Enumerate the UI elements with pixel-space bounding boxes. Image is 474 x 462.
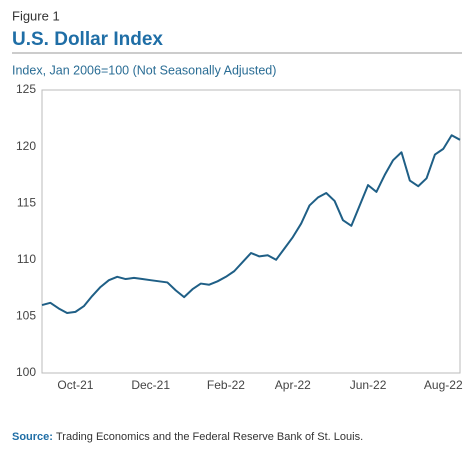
y-tick-label: 120 bbox=[16, 139, 36, 153]
source-label: Source: bbox=[12, 431, 53, 443]
x-tick-label: Feb-22 bbox=[207, 378, 245, 392]
y-tick-label: 105 bbox=[16, 309, 36, 323]
plot-frame bbox=[41, 89, 461, 374]
x-tick-label: Oct-21 bbox=[57, 378, 93, 392]
y-tick-label: 125 bbox=[16, 82, 36, 96]
series-line bbox=[41, 134, 461, 314]
x-tick-label: Apr-22 bbox=[275, 378, 311, 392]
y-tick-label: 100 bbox=[16, 365, 36, 379]
y-tick-label: 115 bbox=[17, 195, 36, 209]
x-tick-label: Aug-22 bbox=[424, 378, 463, 392]
chart-title: U.S. Dollar Index bbox=[12, 29, 163, 50]
y-tick-label: 110 bbox=[17, 252, 36, 266]
chart-subtitle: Index, Jan 2006=100 (Not Seasonally Adju… bbox=[12, 63, 276, 77]
figure-label: Figure 1 bbox=[12, 8, 60, 23]
source-text: Trading Economics and the Federal Reserv… bbox=[56, 431, 363, 443]
x-tick-label: Dec-21 bbox=[131, 378, 170, 392]
x-tick-label: Jun-22 bbox=[350, 378, 387, 392]
